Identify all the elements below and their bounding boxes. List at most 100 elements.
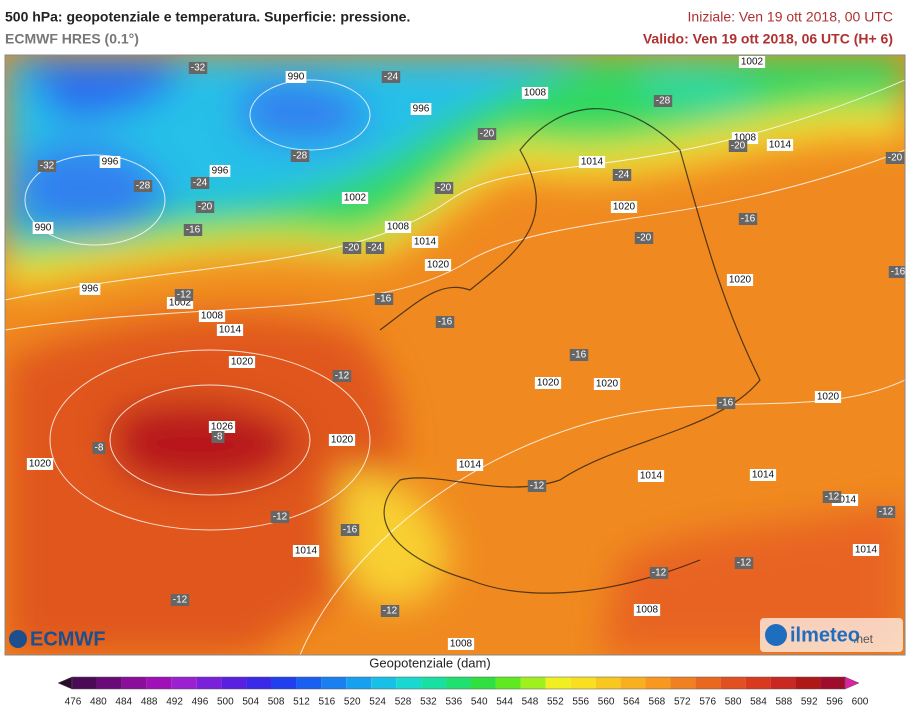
temperature-label: -16: [719, 398, 734, 409]
pressure-label-box: [749, 469, 777, 481]
temperature-label-box: [365, 242, 385, 254]
pressure-label: 990: [288, 72, 305, 83]
pressure-label: 1020: [331, 435, 354, 446]
temperature-label-box: [527, 480, 547, 492]
temperature-label: -20: [198, 202, 213, 213]
colorbar-swatch: [745, 677, 771, 689]
temperature-label-box: [885, 152, 905, 164]
colorbar-end: [57, 676, 73, 690]
pressure-label: 1002: [169, 298, 192, 309]
pressure-label: 990: [35, 223, 52, 234]
colorbar-tick-label: 520: [344, 697, 361, 708]
title: 500 hPa: geopotenziale e temperatura. Su…: [5, 9, 410, 25]
colorbar-tick-label: 480: [90, 697, 107, 708]
temperature-label: -32: [191, 63, 206, 74]
pressure-label-box: [411, 236, 439, 248]
pressure-label-box: [99, 156, 121, 168]
map-frame: [4, 54, 906, 656]
temperature-label: -32: [40, 161, 55, 172]
temperature-label-box: [649, 567, 669, 579]
temperature-label: -12: [177, 290, 192, 301]
temperature-label: -12: [335, 371, 350, 382]
colorbar-swatch: [670, 677, 696, 689]
colorbar-swatch: [645, 677, 671, 689]
colorbar-tick-label: 560: [598, 697, 615, 708]
temperature-label: -20: [888, 153, 903, 164]
pressure-label: 1014: [834, 495, 857, 506]
pressure-label-box: [633, 604, 661, 616]
temperature-label-box: [888, 266, 905, 278]
temperature-label-box: [612, 169, 632, 181]
temperature-label: -12: [273, 512, 288, 523]
pressure-label-box: [447, 638, 475, 650]
temperature-label: -24: [615, 170, 630, 181]
colorbar-tick-label: 552: [547, 697, 564, 708]
temperature-label-box: [290, 150, 310, 162]
temperature-label-box: [92, 442, 106, 454]
pressure-label: 1020: [29, 459, 52, 470]
colorbar-tick-label: 532: [420, 697, 437, 708]
temperature-label: -12: [737, 558, 752, 569]
colorbar-frame: [71, 676, 846, 690]
pressure-label: 1020: [596, 379, 619, 390]
pressure-label: 1008: [387, 222, 410, 233]
pressure-label-box: [285, 71, 307, 83]
colorbar-tick-label: 524: [369, 697, 386, 708]
temperature-label: -16: [186, 225, 201, 236]
temperature-label-box: [653, 95, 673, 107]
temperature-label-box: [195, 201, 215, 213]
temperature-label: -12: [879, 507, 894, 518]
pressure-label: 1014: [219, 325, 242, 336]
colorbar-tick-label: 476: [65, 697, 82, 708]
temperature-label-box: [374, 293, 394, 305]
colorbar-tick-label: 584: [750, 697, 767, 708]
temperature-label-box: [190, 177, 210, 189]
valid-time: Valido: Ven 19 ott 2018, 06 UTC (H+ 6): [643, 31, 893, 47]
colorbar-tick-label: 572: [674, 697, 691, 708]
temperature-label: -20: [437, 183, 452, 194]
temperature-label-box: [188, 62, 208, 74]
pressure-label-box: [593, 378, 621, 390]
pressure-label: 996: [212, 166, 229, 177]
temperature-label-box: [716, 397, 736, 409]
colorbar-swatch: [296, 677, 322, 689]
colorbar-tick-label: 548: [522, 697, 539, 708]
colorbar-tick-label: 576: [699, 697, 716, 708]
pressure-label-box: [534, 377, 562, 389]
temperature-label-box: [211, 431, 225, 443]
temperature-label: -12: [652, 568, 667, 579]
colorbar-swatch: [271, 677, 297, 689]
pressure-label-box: [341, 192, 369, 204]
pressure-label: 1014: [581, 157, 604, 168]
pressure-label: 1020: [817, 392, 840, 403]
colorbar-tick-label: 544: [496, 697, 513, 708]
temperature-label: -28: [293, 151, 308, 162]
temperature-label: -16: [438, 317, 453, 328]
pressure-label: 1008: [524, 88, 547, 99]
pressure-label: 1008: [450, 639, 473, 650]
colorbar-tick-label: 512: [293, 697, 310, 708]
temperature-label: -28: [656, 96, 671, 107]
temperature-label: -8: [214, 432, 223, 443]
pressure-label: 1002: [741, 57, 764, 68]
pressure-label: 1014: [640, 471, 663, 482]
pressure-label: 1020: [537, 378, 560, 389]
pressure-label-box: [456, 459, 484, 471]
init-time: Iniziale: Ven 19 ott 2018, 00 UTC: [688, 9, 893, 25]
temperature-label: -20: [731, 141, 746, 152]
colorbar-tick-label: 580: [725, 697, 742, 708]
temperature-label-box: [381, 71, 401, 83]
temperature-label-box: [728, 140, 748, 152]
pressure-label-box: [726, 274, 754, 286]
ilmeteo-text: ilmeteo: [790, 624, 860, 646]
pressure-label-box: [410, 103, 432, 115]
pressure-label: 1020: [231, 357, 254, 368]
colorbar-tick-label: 568: [649, 697, 666, 708]
temperature-label-box: [569, 349, 589, 361]
temperature-label-box: [734, 557, 754, 569]
colorbar-swatch: [520, 677, 546, 689]
pressure-label: 1014: [459, 460, 482, 471]
pressure-label-box: [766, 139, 794, 151]
temperature-label-box: [738, 213, 758, 225]
